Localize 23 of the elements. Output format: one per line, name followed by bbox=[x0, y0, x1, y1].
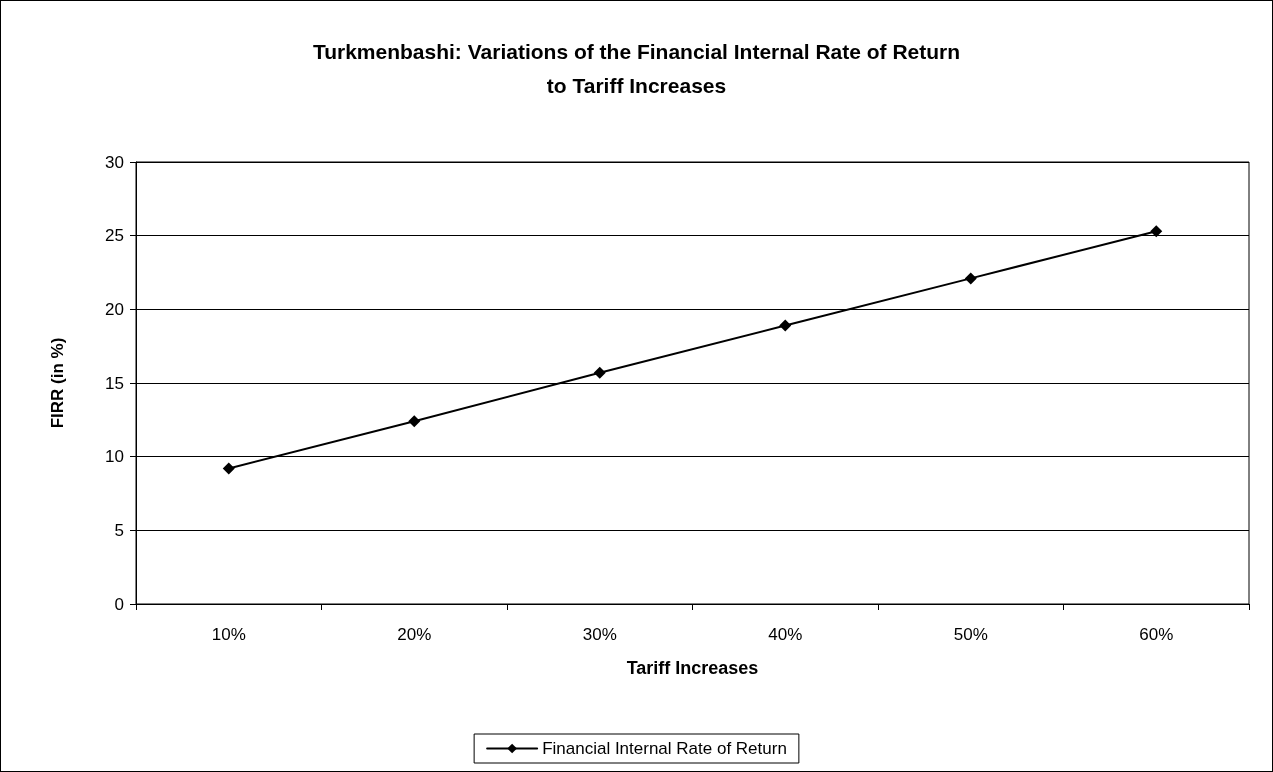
y-axis-title: FIRR (in %) bbox=[48, 337, 67, 429]
point bbox=[964, 272, 977, 285]
x-tick-label: 30% bbox=[582, 625, 617, 644]
point bbox=[779, 319, 792, 332]
point bbox=[1150, 225, 1163, 238]
y-tick-label: 15 bbox=[105, 373, 124, 393]
x-tick-label: 20% bbox=[397, 625, 432, 644]
legend-label: Financial Internal Rate of Return bbox=[542, 739, 787, 758]
y-tick-label: 5 bbox=[114, 520, 124, 540]
x-tick-label: 50% bbox=[953, 625, 988, 644]
y-tick-label: 30 bbox=[105, 152, 124, 172]
x-axis-title: Tariff Increases bbox=[626, 658, 759, 678]
point bbox=[222, 462, 235, 475]
y-tick-label: 0 bbox=[114, 594, 124, 614]
x-tick-label: 10% bbox=[211, 625, 246, 644]
x-tick-label: 60% bbox=[1139, 625, 1174, 644]
x-tick-label: 40% bbox=[768, 625, 803, 644]
y-tick-label: 20 bbox=[105, 299, 124, 319]
chart-title: Turkmenbashi: Variations of the Financial Internal Rate of Return to Tariff Increases bbox=[312, 39, 961, 97]
point bbox=[593, 366, 606, 379]
point bbox=[408, 415, 421, 428]
y-tick-label: 25 bbox=[105, 226, 124, 246]
y-tick-label: 10 bbox=[105, 447, 124, 467]
